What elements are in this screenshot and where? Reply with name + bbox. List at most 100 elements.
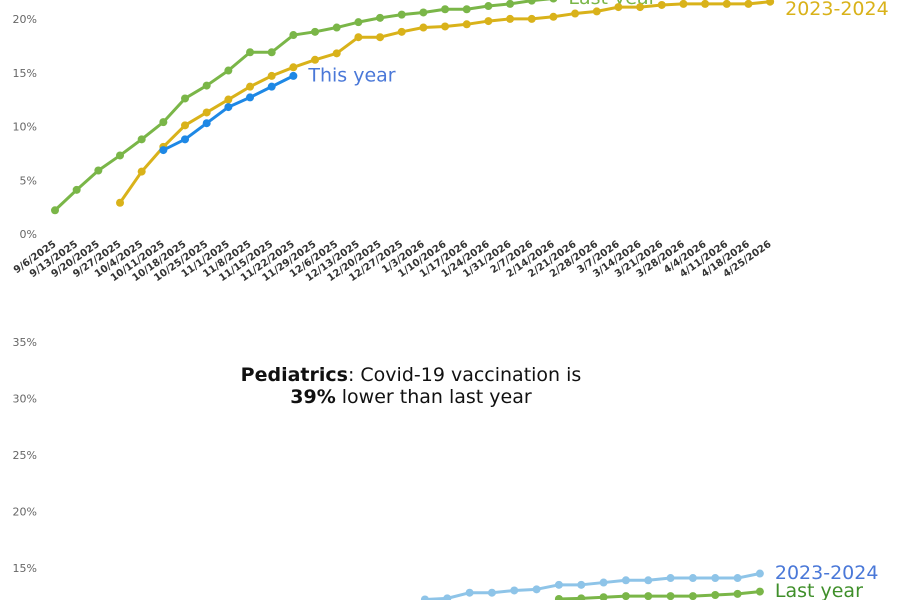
title-bold: 39% <box>290 386 335 408</box>
data-point <box>420 595 429 600</box>
data-point <box>465 588 474 597</box>
data-point <box>755 587 764 596</box>
data-point <box>462 20 471 29</box>
data-point <box>137 167 146 176</box>
data-point <box>441 22 450 31</box>
data-point <box>599 578 608 587</box>
data-point <box>181 121 190 130</box>
data-point <box>527 14 536 23</box>
chart-title: Pediatrics: Covid-19 vaccination is <box>241 364 582 386</box>
data-point <box>666 574 675 583</box>
data-point <box>577 580 586 589</box>
data-point <box>711 574 720 583</box>
data-point <box>688 574 697 583</box>
data-point <box>599 593 608 600</box>
y-tick-label: 30% <box>13 393 37 406</box>
data-point <box>506 14 515 23</box>
data-point <box>267 82 276 91</box>
data-point <box>311 27 320 36</box>
data-point <box>506 0 515 8</box>
data-point <box>289 63 298 72</box>
data-point <box>644 592 653 600</box>
data-point <box>571 9 580 18</box>
data-point <box>688 592 697 600</box>
data-point <box>224 95 233 104</box>
data-point <box>332 23 341 32</box>
series-line <box>558 590 761 600</box>
data-point <box>722 0 731 8</box>
data-point <box>116 198 125 207</box>
series-line <box>118 0 771 204</box>
data-point <box>51 206 59 215</box>
series-label: Last year <box>775 580 863 600</box>
data-point <box>116 151 125 160</box>
y-tick-label: 15% <box>13 67 37 80</box>
series-label: 2023-2024 <box>785 0 889 20</box>
data-point <box>289 31 298 40</box>
data-point <box>376 13 385 22</box>
title-bold: Pediatrics <box>241 364 348 386</box>
data-point <box>354 33 363 42</box>
data-point <box>311 55 320 64</box>
data-point <box>332 49 341 58</box>
data-point <box>94 166 103 175</box>
data-point <box>202 119 211 128</box>
data-point <box>621 592 630 600</box>
data-point <box>554 594 563 600</box>
y-tick-label: 25% <box>13 449 37 462</box>
data-point <box>549 12 558 21</box>
data-point <box>657 0 666 9</box>
data-point <box>246 93 255 102</box>
data-point <box>246 82 255 91</box>
data-point <box>137 135 146 144</box>
data-point <box>554 580 563 589</box>
data-point <box>755 569 764 578</box>
data-point <box>289 71 298 80</box>
data-point <box>484 2 493 11</box>
y-tick-label: 10% <box>13 121 37 134</box>
title-text: : Covid-19 vaccination is <box>348 364 581 386</box>
data-point <box>443 594 452 600</box>
data-point <box>701 0 710 8</box>
y-tick-label: 20% <box>13 506 37 519</box>
y-tick-label: 5% <box>20 174 37 187</box>
data-point <box>246 48 255 57</box>
data-point <box>733 574 742 583</box>
data-point <box>72 185 81 194</box>
data-point <box>532 585 541 594</box>
data-point <box>159 146 168 155</box>
data-point <box>636 3 645 12</box>
data-point <box>354 18 363 27</box>
data-point <box>202 81 211 90</box>
data-point <box>766 0 775 6</box>
data-point <box>644 576 653 585</box>
series-label: This year <box>307 64 395 86</box>
data-point <box>549 0 558 3</box>
data-point <box>181 94 190 103</box>
data-point <box>577 594 586 600</box>
series-label: 2023-2024 <box>775 562 879 584</box>
series-line <box>424 572 761 600</box>
y-tick-label: 35% <box>13 336 37 349</box>
data-point <box>376 33 385 42</box>
data-point <box>484 17 493 26</box>
data-point <box>744 0 753 8</box>
data-point <box>202 108 211 117</box>
y-tick-label: 15% <box>13 562 37 575</box>
data-point <box>527 0 536 5</box>
data-point <box>510 586 519 595</box>
data-point <box>462 5 471 14</box>
data-point <box>711 590 720 599</box>
chart-title: 39% lower than last year <box>290 386 532 408</box>
data-point <box>397 10 406 19</box>
data-point <box>267 71 276 80</box>
data-point <box>614 3 623 12</box>
series-line <box>53 0 554 212</box>
data-point <box>397 27 406 36</box>
data-point <box>487 588 496 597</box>
data-point <box>679 0 688 8</box>
data-point <box>159 118 168 127</box>
data-point <box>666 592 675 600</box>
y-tick-label: 0% <box>20 228 37 241</box>
